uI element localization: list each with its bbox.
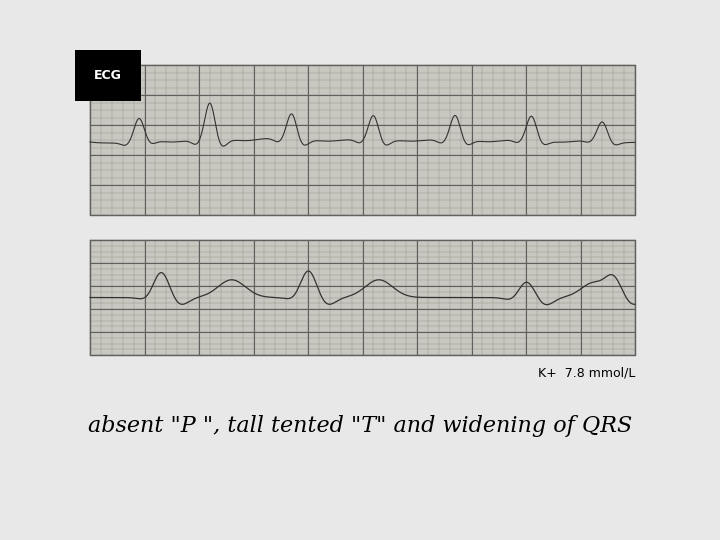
Bar <box>90 65 635 215</box>
Text: absent "P ", tall tented "T" and widening of QRS: absent "P ", tall tented "T" and widenin… <box>88 415 632 437</box>
Text: ECG: ECG <box>94 69 122 82</box>
Text: K+  7.8 mmol/L: K+ 7.8 mmol/L <box>538 367 635 380</box>
Bar <box>90 240 635 355</box>
